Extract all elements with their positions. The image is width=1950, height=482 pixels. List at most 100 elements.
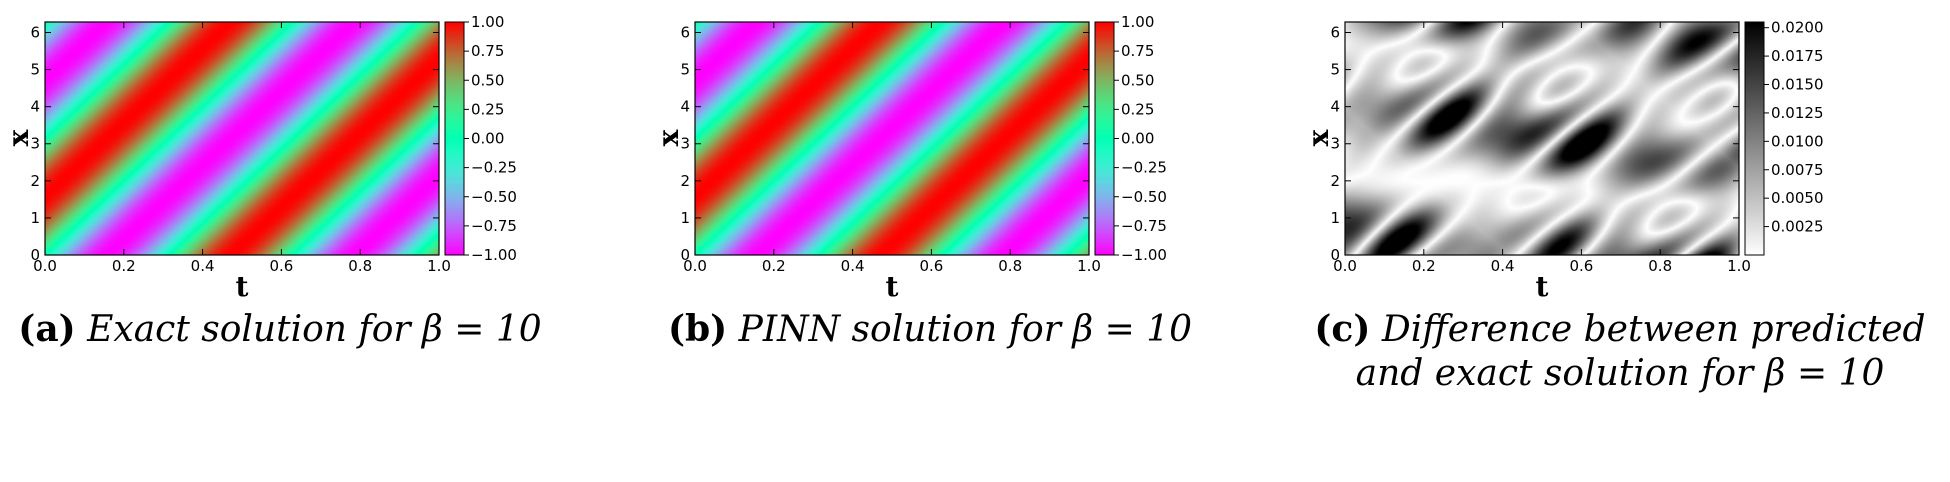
caption-c-letter: (c) (1314, 308, 1371, 350)
colorbar-tick-label: 0.0150 (1771, 76, 1824, 94)
y-tick-label: 1 (680, 209, 690, 227)
x-tick-label: 1.0 (1727, 257, 1751, 275)
x-tick-label: 0.2 (112, 257, 136, 275)
colorbar-gradient-c (1745, 22, 1764, 255)
y-ticks-c: 0 1 2 3 4 5 6 (1330, 23, 1739, 264)
colorbar-ticks-c: 0.0200 0.0175 0.0150 0.0125 0.0100 0.0075 0.00… (1764, 19, 1824, 236)
y-tick-label: 1 (1330, 209, 1340, 227)
x-axis-label-a: t (236, 270, 249, 303)
x-tick-label: 1.0 (427, 257, 451, 275)
y-axis-label-c: x (1302, 129, 1335, 146)
colorbar-tick-label: 0.0200 (1771, 19, 1824, 37)
colorbar-b: 1.00 0.75 0.50 0.25 0.00 −0.25 −0.50 −0.75 −1.00 (1094, 13, 1167, 264)
y-tick-label: 5 (30, 61, 40, 79)
y-tick-label: 1 (30, 209, 40, 227)
colorbar-ticks-b: 1.00 0.75 0.50 0.25 0.00 −0.25 −0.50 −0.75 −1.00 (1114, 13, 1167, 264)
colorbar-tick-label: 0.0100 (1771, 132, 1824, 150)
x-axis-label-b: t (886, 270, 899, 303)
caption-c: (c) Difference between predicted and exa… (1300, 307, 1940, 396)
caption-b-line-0: (b) PINN solution for β = 10 (650, 307, 1210, 352)
y-tick-label: 3 (680, 135, 690, 153)
colorbar-c: 0.0200 0.0175 0.0150 0.0125 0.0100 0.0075 0.00… (1744, 19, 1824, 256)
colorbar-tick-label: 1.00 (1121, 13, 1154, 31)
caption-a: (a) Exact solution for β = 10 (0, 307, 560, 352)
plot-area-c: 0.0 0.2 0.4 0.6 0.8 1.0 0 1 2 3 4 5 6 t x (1302, 21, 1751, 303)
x-tick-label: 0.6 (269, 257, 293, 275)
y-tick-label: 2 (30, 172, 40, 190)
caption-c-line-0: (c) Difference between predicted (1300, 307, 1940, 352)
x-tick-label: 0.4 (841, 257, 865, 275)
x-tick-label: 0.0 (33, 257, 57, 275)
y-tick-label: 0 (30, 246, 40, 264)
x-tick-label: 0.2 (1412, 257, 1436, 275)
y-tick-label: 4 (680, 98, 690, 116)
chart-b-svg: 0.0 0.2 0.4 0.6 0.8 1.0 0 1 2 3 4 5 6 t x 1.00 0.75 0… (652, 13, 1167, 303)
heatmap-b (695, 22, 1089, 255)
caption-b-text: PINN solution for β = 10 (738, 309, 1193, 350)
y-tick-label: 3 (1330, 135, 1340, 153)
caption-a-line-0: (a) Exact solution for β = 10 (0, 307, 560, 352)
panel-b: 0.0 0.2 0.4 0.6 0.8 1.0 0 1 2 3 4 5 6 t x 1.00 0.75 0… (650, 0, 1300, 482)
chart-a-svg: 0.0 0.2 0.4 0.6 0.8 1.0 0 1 2 3 4 5 6 t x 1.0 0 0.75 0… (2, 13, 517, 303)
x-axis-label-c: t (1536, 270, 1549, 303)
plot-frame-a (44, 21, 440, 256)
colorbar-tick-label: −0.75 (1121, 217, 1167, 235)
colorbar-tick-label: 0.00 (471, 130, 504, 148)
colorbar-tick-label: 0.0025 (1771, 218, 1824, 236)
y-tick-label: 6 (30, 23, 40, 41)
x-tick-label: 0.0 (1333, 257, 1357, 275)
colorbar-tick-label: −1.00 (471, 246, 517, 264)
caption-a-text: Exact solution for β = 10 (87, 309, 542, 350)
colorbar-tick-label: −0.50 (1121, 188, 1167, 206)
x-ticks-a: 0.0 0.2 0.4 0.6 0.8 1.0 (33, 22, 451, 275)
x-tick-label: 0.6 (919, 257, 943, 275)
colorbar-tick-label: 0.75 (471, 42, 504, 60)
caption-c-text-1: and exact solution for β = 10 (1355, 353, 1885, 394)
y-ticks-b: 0 1 2 3 4 5 6 (680, 23, 1089, 264)
x-ticks-b: 0.0 0.2 0.4 0.6 0.8 1.0 (683, 22, 1101, 275)
y-tick-label: 4 (1330, 98, 1340, 116)
x-tick-label: 0.8 (348, 257, 372, 275)
colorbar-tick-label: 0.0075 (1771, 161, 1824, 179)
y-tick-label: 4 (30, 98, 40, 116)
colorbar-ticks-a: 1.00 0.75 0.50 0.25 0.00 −0.25 −0.50 −0.75 −1.00 (464, 13, 517, 264)
colorbar-tick-label: 0.75 (1121, 42, 1154, 60)
x-tick-label: 0.8 (1648, 257, 1672, 275)
colorbar-tick-label: −0.50 (471, 188, 517, 206)
colorbar-frame-c (1744, 21, 1765, 256)
colorbar-tick-label: 0.25 (471, 100, 504, 118)
colorbar-tick-label: 0.50 (471, 71, 504, 89)
colorbar-a: 1.00 0.75 0.50 0.25 0.00 −0.25 −0.50 −0.75 −1.00 (444, 13, 517, 264)
colorbar-tick-label: 0.0175 (1771, 47, 1824, 65)
y-axis-label-b: x (652, 129, 685, 146)
caption-c-line-1: and exact solution for β = 10 (1300, 352, 1940, 396)
plot-frame-c (1344, 21, 1740, 256)
colorbar-tick-label: −0.25 (471, 159, 517, 177)
y-tick-label: 6 (1330, 23, 1340, 41)
caption-c-text-0: Difference between predicted (1381, 309, 1926, 350)
caption-a-letter: (a) (18, 308, 76, 350)
x-tick-label: 0.4 (191, 257, 215, 275)
y-tick-label: 3 (30, 135, 40, 153)
x-tick-label: 0.6 (1569, 257, 1593, 275)
y-tick-label: 5 (680, 61, 690, 79)
y-tick-label: 0 (680, 246, 690, 264)
y-tick-label: 2 (680, 172, 690, 190)
y-axis-label-a: x (2, 129, 35, 146)
heatmap-a (45, 22, 439, 255)
heatmap-c (1345, 22, 1739, 255)
y-tick-label: 0 (1330, 246, 1340, 264)
x-tick-label: 0.0 (683, 257, 707, 275)
colorbar-tick-label: −0.25 (1121, 159, 1167, 177)
plot-frame-b (694, 21, 1090, 256)
x-tick-label: 0.8 (998, 257, 1022, 275)
colorbar-tick-label: 0.00 (1121, 130, 1154, 148)
colorbar-tick-label: 0.0050 (1771, 189, 1824, 207)
plot-area-a: 0.0 0.2 0.4 0.6 0.8 1.0 0 1 2 3 4 5 6 t x (2, 21, 451, 303)
colorbar-tick-label: 0.50 (1121, 71, 1154, 89)
colorbar-gradient-a (445, 22, 464, 255)
x-ticks-c: 0.0 0.2 0.4 0.6 0.8 1.0 (1333, 22, 1751, 275)
y-tick-label: 2 (1330, 172, 1340, 190)
